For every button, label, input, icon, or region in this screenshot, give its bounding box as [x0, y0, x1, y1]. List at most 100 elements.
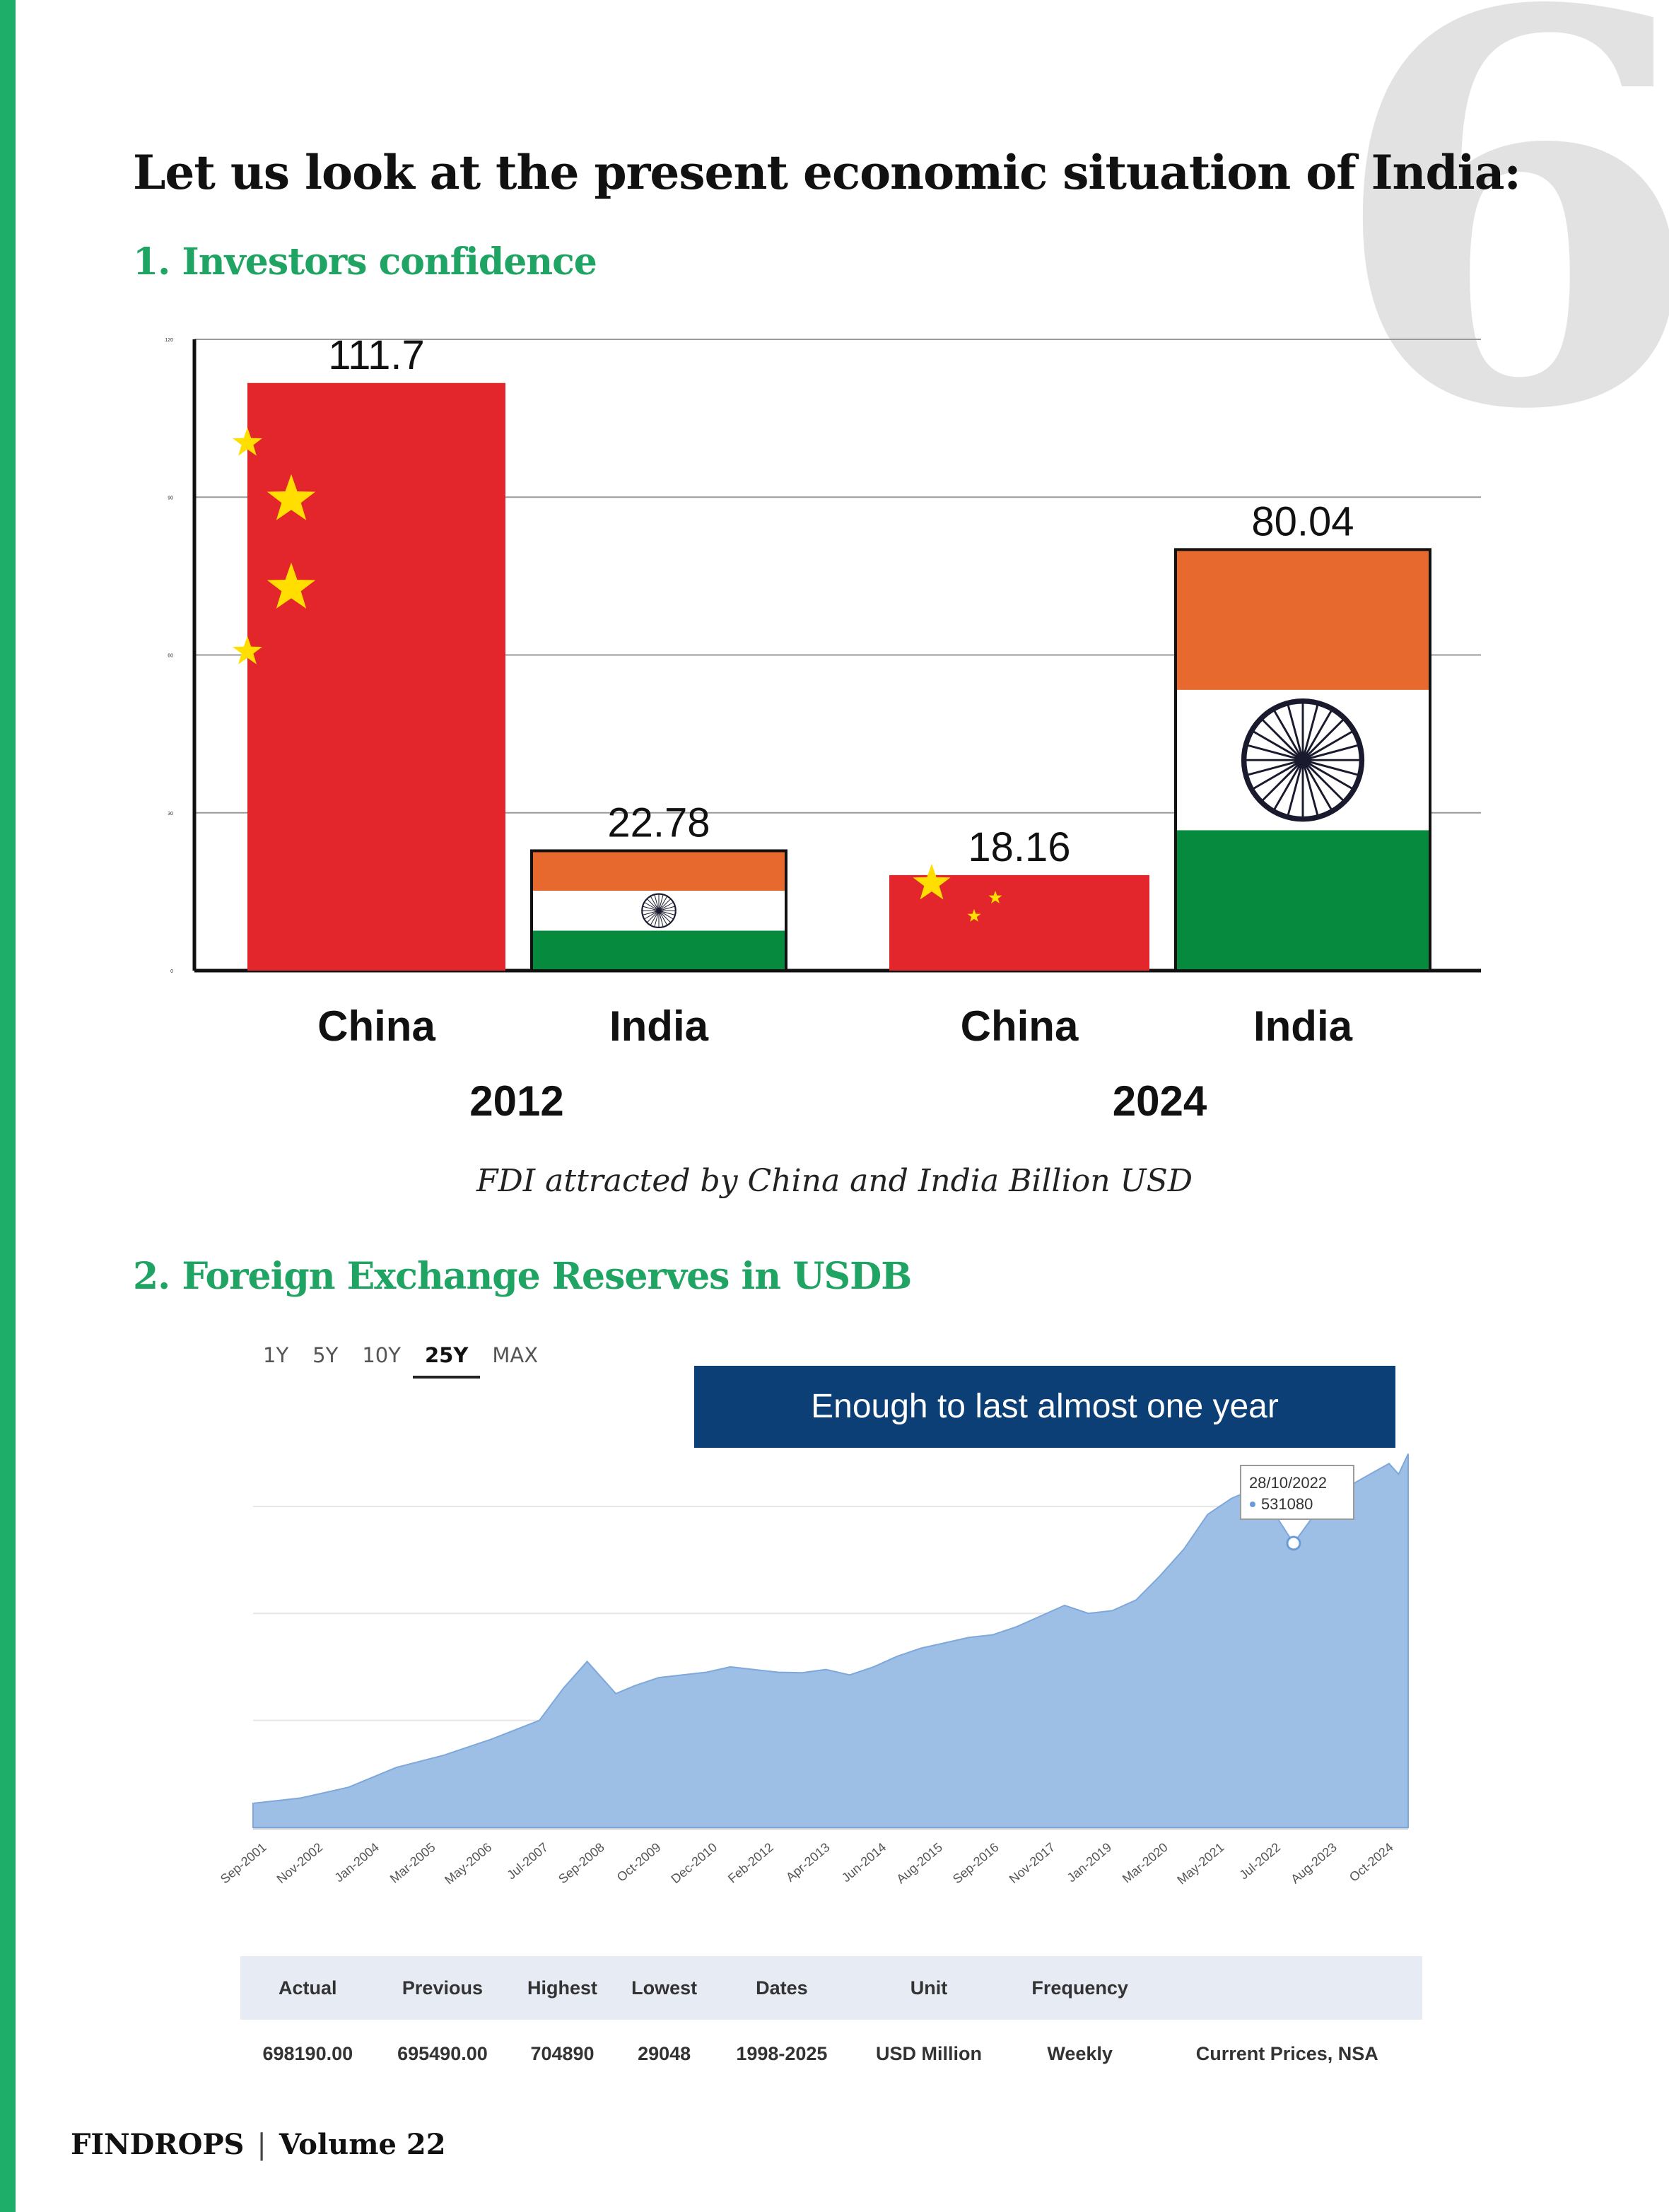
- stats-value-actual: 698190.00: [262, 2042, 353, 2064]
- category-label: China: [317, 1002, 435, 1050]
- y-tick-label-1: 30: [168, 812, 173, 817]
- bar-china-2012: [233, 382, 505, 971]
- stats-header-unit: Unit: [850, 1956, 1008, 2020]
- stats-header-previous: Previous: [375, 1956, 510, 2020]
- stats-header-lowest: Lowest: [614, 1956, 714, 2020]
- star-icon: [233, 636, 262, 665]
- section-title-investors: 1. Investors confidence: [133, 240, 597, 283]
- footer-volume: Volume 22: [279, 2128, 446, 2161]
- x-tick-label-5: Jul-2007: [504, 1840, 551, 1883]
- tooltip-box: 28/10/2022 531080: [1239, 1465, 1354, 1521]
- stats-header-highest: Highest: [510, 1956, 615, 2020]
- bar-band-saffron: [1176, 549, 1430, 690]
- ashoka-chakra-icon: [1241, 698, 1365, 822]
- stats-header-frequency: Frequency: [1007, 1956, 1152, 2020]
- x-tick-label-13: Sep-2016: [950, 1840, 1002, 1887]
- group-label: 2024: [1113, 1077, 1207, 1125]
- star-icon: [267, 562, 316, 609]
- star-icon: [267, 474, 316, 520]
- bar-value-label: 80.04: [1251, 498, 1354, 544]
- bar-band-saffron: [532, 850, 786, 891]
- stats-value-lowest: 29048: [638, 2042, 691, 2064]
- x-tick-label-8: Dec-2010: [669, 1840, 720, 1886]
- section-title-forex: 2. Foreign Exchange Reserves in USDB: [133, 1255, 912, 1298]
- category-label: India: [1253, 1002, 1353, 1050]
- reserves-area: [252, 1453, 1409, 1828]
- stats-header-row: Actual Previous Highest Lowest Dates Uni…: [240, 1956, 1422, 2020]
- bar-india-2024: [1174, 548, 1431, 972]
- stats-header-dates: Dates: [713, 1956, 850, 2020]
- bar-value-label: 111.7: [328, 332, 425, 378]
- category-label: China: [961, 1002, 1079, 1050]
- x-tick-label-3: Mar-2005: [387, 1840, 438, 1886]
- bar-band-green: [532, 930, 786, 971]
- y-tick-label-3: 90: [168, 496, 173, 501]
- range-tab-1y[interactable]: 1Y: [263, 1343, 289, 1367]
- x-tick-label-1: Nov-2002: [274, 1840, 326, 1886]
- x-tick-label-18: Jul-2022: [1236, 1840, 1283, 1883]
- y-tick-label-0: 0: [170, 969, 173, 974]
- stats-value-row: 698190.00 695490.00 704890 29048 1998-20…: [240, 2020, 1422, 2088]
- footer-separator: |: [257, 2129, 267, 2161]
- x-tick-label-17: May-2021: [1174, 1840, 1226, 1888]
- x-tick-label-11: Jun-2014: [839, 1840, 889, 1885]
- y-tick-label-2: 60: [168, 654, 173, 659]
- group-label: 2012: [469, 1077, 563, 1125]
- stats-value-frequency: Weekly: [1047, 2042, 1113, 2064]
- range-tab-max[interactable]: MAX: [492, 1343, 539, 1367]
- fdi-chart-caption: FDI attracted by China and India Billion…: [476, 1163, 1193, 1199]
- x-tick-label-15: Jan-2019: [1065, 1840, 1114, 1885]
- range-tab-5y[interactable]: 5Y: [312, 1343, 339, 1367]
- star-icon: [988, 890, 1002, 903]
- page-title: Let us look at the present economic situ…: [133, 145, 1521, 200]
- tooltip-background: [1239, 1465, 1354, 1521]
- x-tick-label-14: Nov-2017: [1007, 1840, 1058, 1886]
- range-tab-10y[interactable]: 10Y: [362, 1343, 401, 1367]
- x-tick-label-7: Oct-2009: [614, 1840, 664, 1885]
- x-tick-label-2: Jan-2004: [332, 1840, 382, 1885]
- stats-value-unit: USD Million: [876, 2042, 983, 2064]
- stats-value-dates: 1998-2025: [736, 2042, 828, 2064]
- stats-value-prices: Current Prices, NSA: [1195, 2042, 1378, 2064]
- range-tab-25y[interactable]: 25Y: [412, 1343, 481, 1379]
- x-tick-label-19: Aug-2023: [1288, 1840, 1340, 1887]
- bar-value-label: 22.78: [607, 800, 710, 845]
- bar-china-2024: [889, 863, 1149, 971]
- x-tick-label-0: Sep-2001: [218, 1840, 269, 1887]
- star-icon: [967, 908, 981, 922]
- x-tick-label-12: Aug-2015: [894, 1840, 945, 1887]
- tooltip-value: 531080: [1261, 1495, 1313, 1513]
- bar-outline: [1174, 548, 1431, 972]
- stats-header-actual: Actual: [240, 1956, 375, 2020]
- forex-area-chart: Sep-2001 Nov-2002 Jan-2004 Mar-2005 May-2006…: [218, 1453, 1409, 1888]
- callout-banner: Enough to last almost one year: [694, 1366, 1395, 1448]
- stats-value-previous: 695490.00: [397, 2042, 488, 2064]
- stats-value-highest: 704890: [530, 2042, 595, 2064]
- fdi-bar-chart: 0 30 60 90 120 111.7 China 22.78 India 18.16 China…: [165, 332, 1481, 1125]
- stats-header-blank: [1152, 1956, 1422, 2020]
- side-accent-bar: [0, 0, 16, 2212]
- footer-brand: FINDROPS: [71, 2128, 245, 2161]
- category-label: India: [609, 1002, 709, 1050]
- ashoka-chakra-icon: [641, 893, 677, 929]
- x-tick-label-9: Feb-2012: [725, 1840, 776, 1886]
- bar-band-green: [1176, 830, 1430, 971]
- y-tick-label-4: 120: [165, 338, 173, 343]
- x-tick-label-4: May-2006: [442, 1840, 494, 1888]
- tooltip-bullet: [1249, 1502, 1255, 1508]
- bar-outline: [530, 849, 787, 973]
- star-icon: [913, 863, 951, 900]
- range-tab-bar: 1Y 5Y 10Y 25Y MAX: [251, 1343, 550, 1379]
- tooltip-date: 28/10/2022: [1249, 1474, 1327, 1492]
- bar-india-2012: [530, 849, 787, 973]
- page-footer: FINDROPS | Volume 22: [71, 2128, 446, 2161]
- page-number-watermark: 6: [1329, 0, 1669, 527]
- x-tick-label-20: Oct-2024: [1347, 1840, 1396, 1885]
- x-tick-label-6: Sep-2008: [556, 1840, 607, 1887]
- bar-value-label: 18.16: [968, 824, 1070, 870]
- highlight-point: [1286, 1535, 1301, 1551]
- star-icon: [233, 427, 262, 456]
- x-tick-label-16: Mar-2020: [1120, 1840, 1171, 1886]
- bar-fill: [247, 382, 505, 971]
- forex-stats-table: Actual Previous Highest Lowest Dates Uni…: [240, 1956, 1422, 2088]
